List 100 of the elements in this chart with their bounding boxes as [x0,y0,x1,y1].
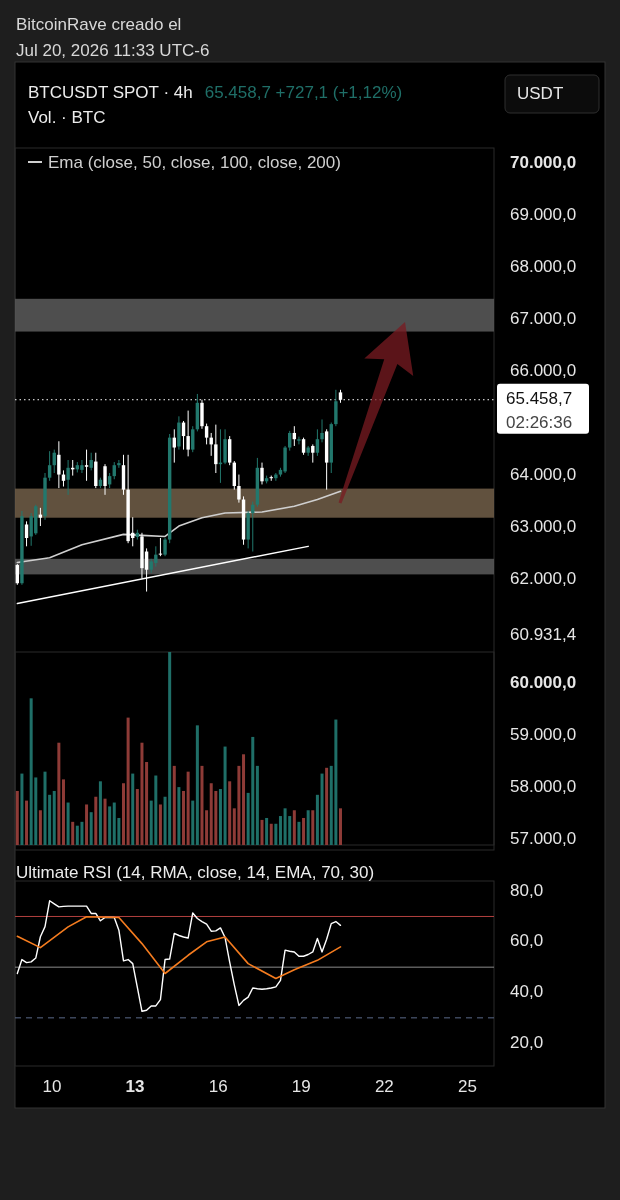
line-series [16,915,342,980]
candlestick [66,459,70,496]
bar [223,746,227,845]
bar [172,765,176,845]
bar [209,783,213,845]
bar [89,812,93,845]
bar [191,800,195,845]
text: USDT [517,84,564,104]
bar [237,765,241,845]
text: 02:26:36 [506,413,573,433]
bar [112,802,116,845]
bar [29,698,33,845]
candlestick [237,474,241,504]
candlestick [80,459,84,474]
bar [186,771,190,845]
x-tick-label: 25 [457,1077,477,1097]
candlestick [288,430,292,452]
candlestick [260,462,264,485]
bar [320,773,324,845]
bar [306,810,310,845]
bar [15,790,19,845]
y-tick-label: 20,0 [510,1032,544,1052]
bar [66,802,70,845]
y-tick-label: 62.000,0 [510,569,577,589]
bar [38,810,42,845]
candlestick [274,472,278,482]
bar [57,742,61,845]
y-tick-label: 57.000,0 [510,829,577,849]
candlestick [57,440,61,489]
bar [108,806,112,845]
y-tick-label: 80,0 [510,880,544,900]
candlestick [84,449,89,482]
candlestick [117,459,121,469]
bar [218,789,222,845]
x-tick-label: 16 [208,1077,228,1097]
candlestick [297,436,301,445]
y-tick-label: 70.000,0 [510,153,577,173]
bar [85,804,89,845]
candlestick [320,418,324,443]
bar [25,800,29,845]
bar [265,817,269,845]
x-tick-label: 19 [291,1077,311,1097]
x-tick-label: 22 [374,1077,394,1097]
bar [20,773,24,845]
bar [278,816,282,845]
ref-line-label: 65.458,7 [506,389,573,409]
bar [61,779,65,845]
bar [260,819,264,845]
bar [71,821,75,845]
bar [122,783,125,845]
bar [269,823,273,845]
chart-title: BTCUSDT SPOT · 4h [28,83,193,102]
bar [158,804,162,845]
chart-title: Vol. · BTC [28,108,106,127]
bar [297,821,301,845]
line-series [16,490,342,564]
bar [80,821,84,845]
y-tick-label: 60.000,0 [510,673,577,693]
y-tick-label: 40,0 [510,981,544,1001]
bar [242,754,246,845]
bar [94,796,98,845]
bar [315,794,319,845]
candlestick [163,537,167,557]
bar [195,725,199,845]
candlestick [103,463,107,496]
y-tick-label: 63.000,0 [510,517,577,537]
candlestick [204,423,209,445]
candlestick [214,424,218,474]
bar [228,781,232,845]
y-tick-label: 64.000,0 [510,465,577,485]
bar [140,742,144,845]
bar [251,736,255,845]
y-tick-label: 58.000,0 [510,777,577,797]
candlestick [334,389,338,427]
y-tick-label: 68.000,0 [510,257,577,277]
text: Jul 20, 2026 11:33 UTC-6 [16,41,210,60]
legend-label: Ema (close, 50, close, 100, close, 200) [48,153,341,172]
bar [126,717,130,845]
bar [292,810,296,845]
y-tick-label: 67.000,0 [510,309,577,329]
bar [98,781,102,845]
bar [154,775,158,845]
bar [255,765,259,845]
candlestick [24,520,29,547]
candlestick [186,410,190,457]
y-tick-label: 59.000,0 [510,725,577,745]
text: 65.458,7 +727,1 (+1,12%) [204,83,403,102]
bar [145,762,149,845]
line-series [16,900,342,1012]
bar [274,823,278,845]
bar [177,787,181,845]
candlestick [200,399,204,430]
x-tick-label: 10 [42,1077,62,1097]
bar [338,808,342,845]
bar [283,808,287,845]
y-tick-label: 69.000,0 [510,205,577,225]
candlestick [223,428,227,465]
bar [334,719,338,845]
bar [168,652,172,845]
x-tick-label: 13 [125,1077,145,1097]
